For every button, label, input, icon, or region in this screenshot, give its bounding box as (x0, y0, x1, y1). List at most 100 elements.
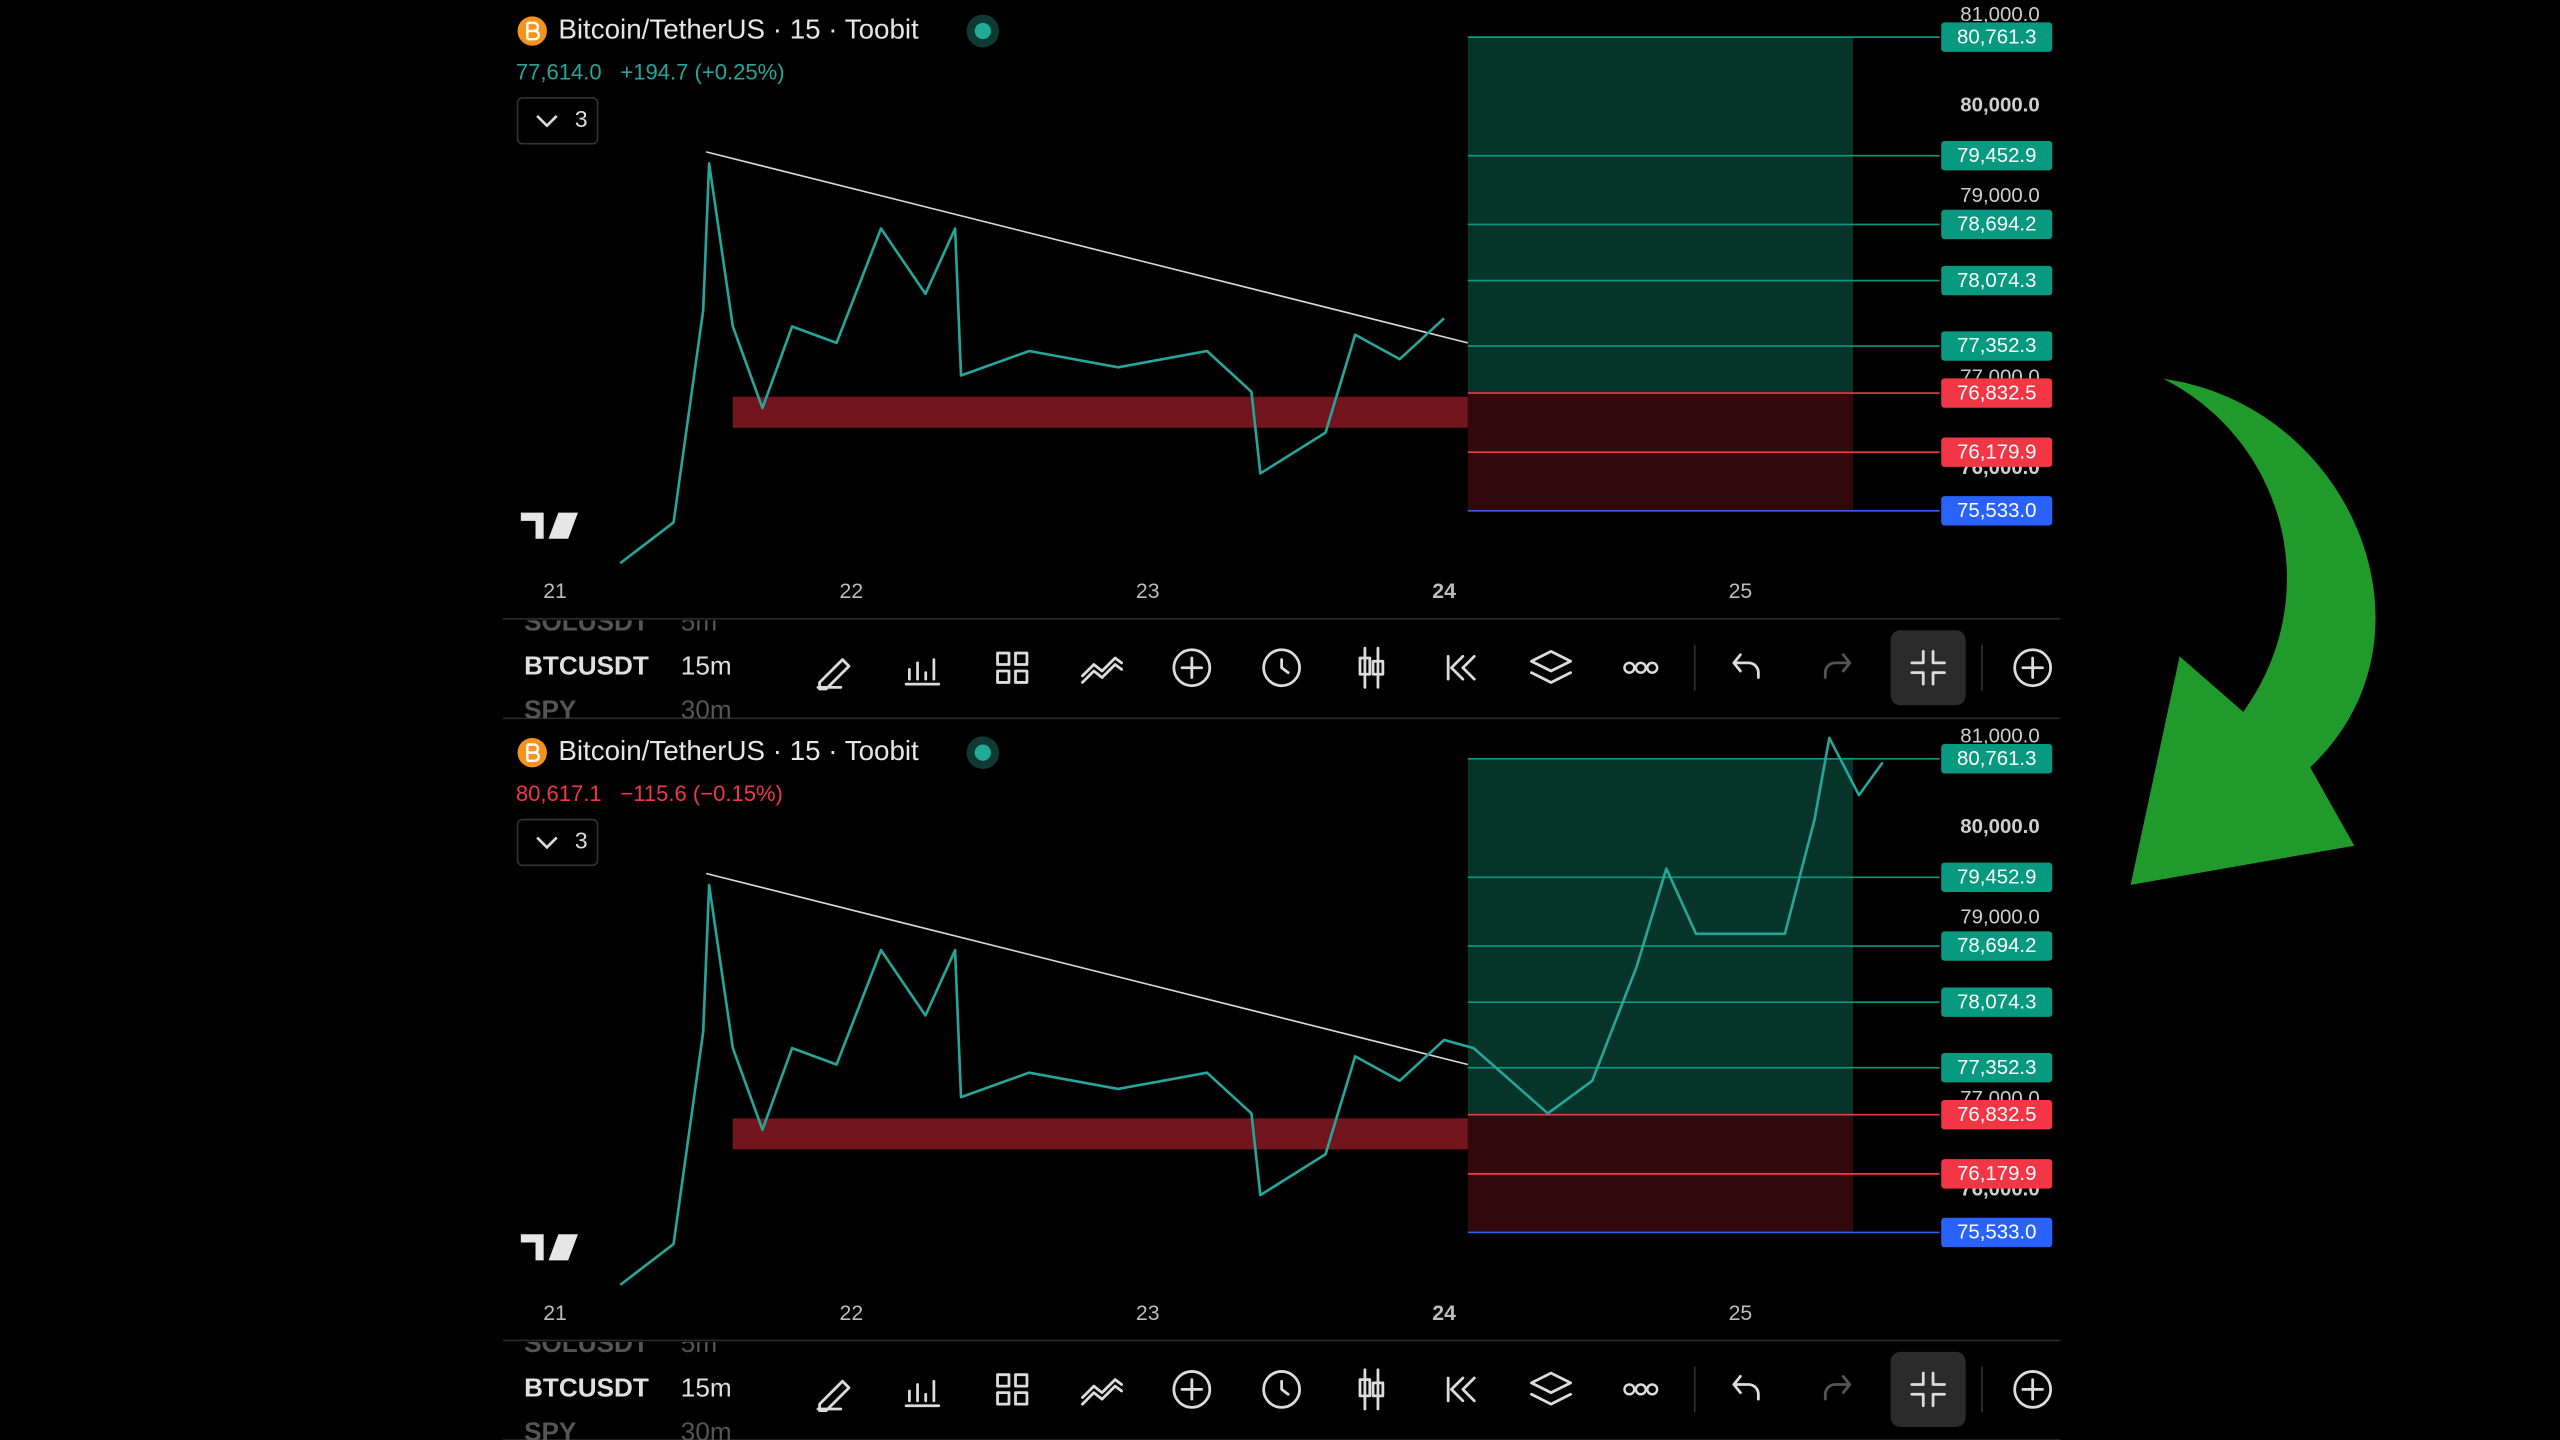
symbol-interval[interactable]: 15m (681, 651, 732, 681)
level-label: 78,694.2 (1957, 214, 2036, 236)
coin-icon-mark (526, 743, 540, 763)
toolbar-button-active[interactable] (1890, 1351, 1966, 1427)
toolbar-icon[interactable] (1081, 1378, 1124, 1406)
toolbar-icon[interactable] (1732, 1374, 1760, 1401)
toolbar-icon-ring (2013, 648, 2052, 688)
x-tick-label: 23 (1136, 580, 1160, 603)
toolbar-icon[interactable] (1280, 1379, 1290, 1396)
level-label: 79,452.9 (1957, 145, 2036, 167)
toolbar-icon[interactable] (1732, 653, 1760, 679)
x-tick-label: 25 (1729, 580, 1753, 603)
toolbar-icon-dot (1623, 1383, 1636, 1396)
status-dot (974, 22, 992, 40)
support-band (732, 1118, 1468, 1150)
level-label-box (1941, 1100, 2053, 1130)
toolbar-icon[interactable] (1823, 1374, 1852, 1401)
toolbar-icon[interactable] (904, 1379, 941, 1408)
support-band (732, 396, 1468, 428)
y-tick-label: 80,000.0 (1960, 94, 2039, 116)
symbol-name[interactable]: SPY (524, 1416, 576, 1440)
toolbar-icon[interactable] (1910, 650, 1946, 686)
symbol-name[interactable]: SOLUSDT (524, 1328, 649, 1358)
symbol-interval[interactable]: 15m (681, 1372, 732, 1402)
trend-line (705, 151, 1468, 344)
tv-logo (520, 1234, 578, 1261)
symbol-switcher: SOLUSDT 5m BTCUSDT 15m SPY 30m (524, 607, 732, 725)
toolbar-icon[interactable] (2021, 656, 2044, 679)
last-price: 80,617.1 (516, 781, 602, 806)
symbol-name[interactable]: SOLUSDT (524, 607, 649, 637)
toolbar-icon[interactable] (1280, 658, 1290, 675)
symbol-name[interactable]: BTCUSDT (524, 1372, 649, 1402)
toolbar-icon-dot (1634, 661, 1647, 674)
level-label: 76,179.9 (1957, 441, 2036, 463)
symbol-switcher: SOLUSDT 5m BTCUSDT 15m SPY 30m (524, 1328, 732, 1440)
toolbar-icon[interactable] (816, 1379, 851, 1412)
level-label-box (1941, 1217, 2053, 1248)
toolbar-icon-dot (1646, 1383, 1659, 1396)
level-label-box (1941, 265, 2053, 296)
profit-zone (1467, 37, 1854, 394)
toolbar-icon[interactable] (996, 1373, 1029, 1406)
level-label: 76,832.5 (1957, 1104, 2036, 1126)
level-label: 79,452.9 (1957, 867, 2036, 889)
level-label-box (1941, 140, 2053, 171)
toolbar-icon[interactable] (996, 651, 1029, 684)
symbol-title: Bitcoin/TetherUS · 15 · Toobit (558, 13, 919, 44)
y-tick-label: 81,000.0 (1960, 726, 2039, 748)
toolbar-icon-dot (1646, 661, 1659, 674)
price-line (619, 736, 1884, 1286)
symbol-interval[interactable]: 5m (681, 607, 717, 637)
x-tick-label: 21 (543, 580, 567, 603)
chevron (536, 836, 558, 850)
level-label: 75,533.0 (1957, 1222, 2036, 1244)
level-label-box (1941, 1159, 2053, 1189)
level-label-box (1941, 496, 2053, 526)
x-tick-label: 22 (840, 1302, 864, 1325)
toolbar-icon-ring (1172, 1370, 1212, 1409)
y-tick-label: 80,000.0 (1960, 816, 2039, 838)
level-label-box (1941, 22, 2053, 52)
level-label: 80,761.3 (1957, 26, 2036, 48)
toolbar-icon[interactable] (1446, 654, 1476, 681)
chart-panel: 81,000.080,000.079,000.077,000.076,000.0… (502, 726, 2061, 1440)
level-label: 75,533.0 (1957, 500, 2036, 522)
toolbar-icon[interactable] (1180, 656, 1204, 679)
level-label-box (1941, 437, 2053, 467)
indicator-toggle[interactable] (516, 818, 599, 867)
symbol-interval[interactable]: 30m (681, 1416, 732, 1440)
level-label: 76,179.9 (1957, 1163, 2036, 1185)
x-tick-label: 24 (1432, 1302, 1456, 1325)
profit-zone (1467, 758, 1854, 1115)
toolbar-icon-ring (1172, 648, 1212, 688)
symbol-name[interactable]: BTCUSDT (524, 651, 649, 681)
level-label: 78,074.3 (1957, 270, 2036, 292)
plot-area (619, 36, 1940, 565)
symbol-interval[interactable]: 30m (681, 695, 732, 725)
toolbar-icon[interactable] (1910, 1371, 1946, 1408)
toolbar-icon[interactable] (1530, 650, 1572, 684)
toolbar-icon[interactable] (1823, 653, 1852, 679)
level-label-box (1941, 1052, 2053, 1083)
toolbar-icon[interactable] (1530, 1371, 1572, 1406)
toolbar-icon[interactable] (1358, 1368, 1385, 1411)
toolbar-icon[interactable] (1180, 1378, 1204, 1401)
toolbar-icon-dot (1623, 661, 1636, 674)
symbol-interval[interactable]: 5m (681, 1328, 717, 1358)
price-change: +194.7 (+0.25%) (620, 59, 784, 84)
toolbar-icon[interactable] (1358, 646, 1385, 689)
toolbar-icon[interactable] (1081, 656, 1124, 684)
toolbar-icon[interactable] (1446, 1376, 1476, 1403)
toolbar-icon[interactable] (2021, 1378, 2044, 1401)
trend-line (705, 872, 1468, 1066)
tv-logo (520, 512, 578, 539)
indicator-toggle[interactable] (516, 97, 599, 145)
symbol-name[interactable]: SPY (524, 695, 576, 725)
toolbar-button-active[interactable] (1890, 630, 1966, 706)
toolbar-icon[interactable] (904, 658, 941, 686)
toolbar-icon[interactable] (816, 658, 851, 691)
level-label-box (1941, 987, 2053, 1017)
status-dot (974, 744, 992, 761)
